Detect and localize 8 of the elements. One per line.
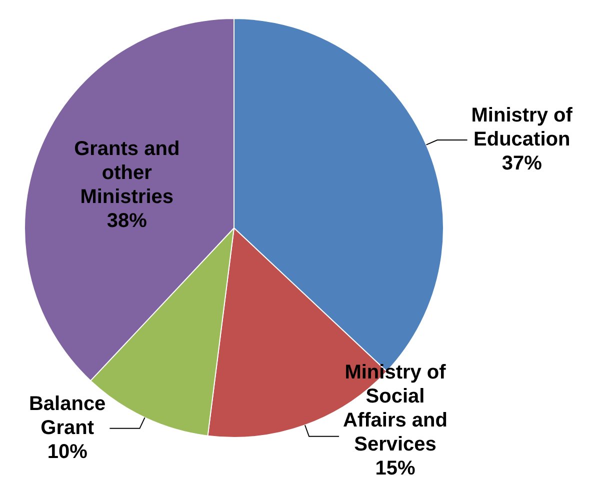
data-label: 38% [106, 210, 148, 232]
slice-label: Grants and other Ministries [74, 138, 180, 208]
slice-label: Balance Grant [28, 392, 106, 439]
slice-label: Ministry of Education [471, 104, 573, 151]
slice-label: Ministry of Social Affairs and Services [343, 362, 448, 456]
data-label: 10% [47, 440, 88, 463]
data-label: 37% [502, 152, 542, 175]
data-label: 15% [375, 458, 416, 480]
